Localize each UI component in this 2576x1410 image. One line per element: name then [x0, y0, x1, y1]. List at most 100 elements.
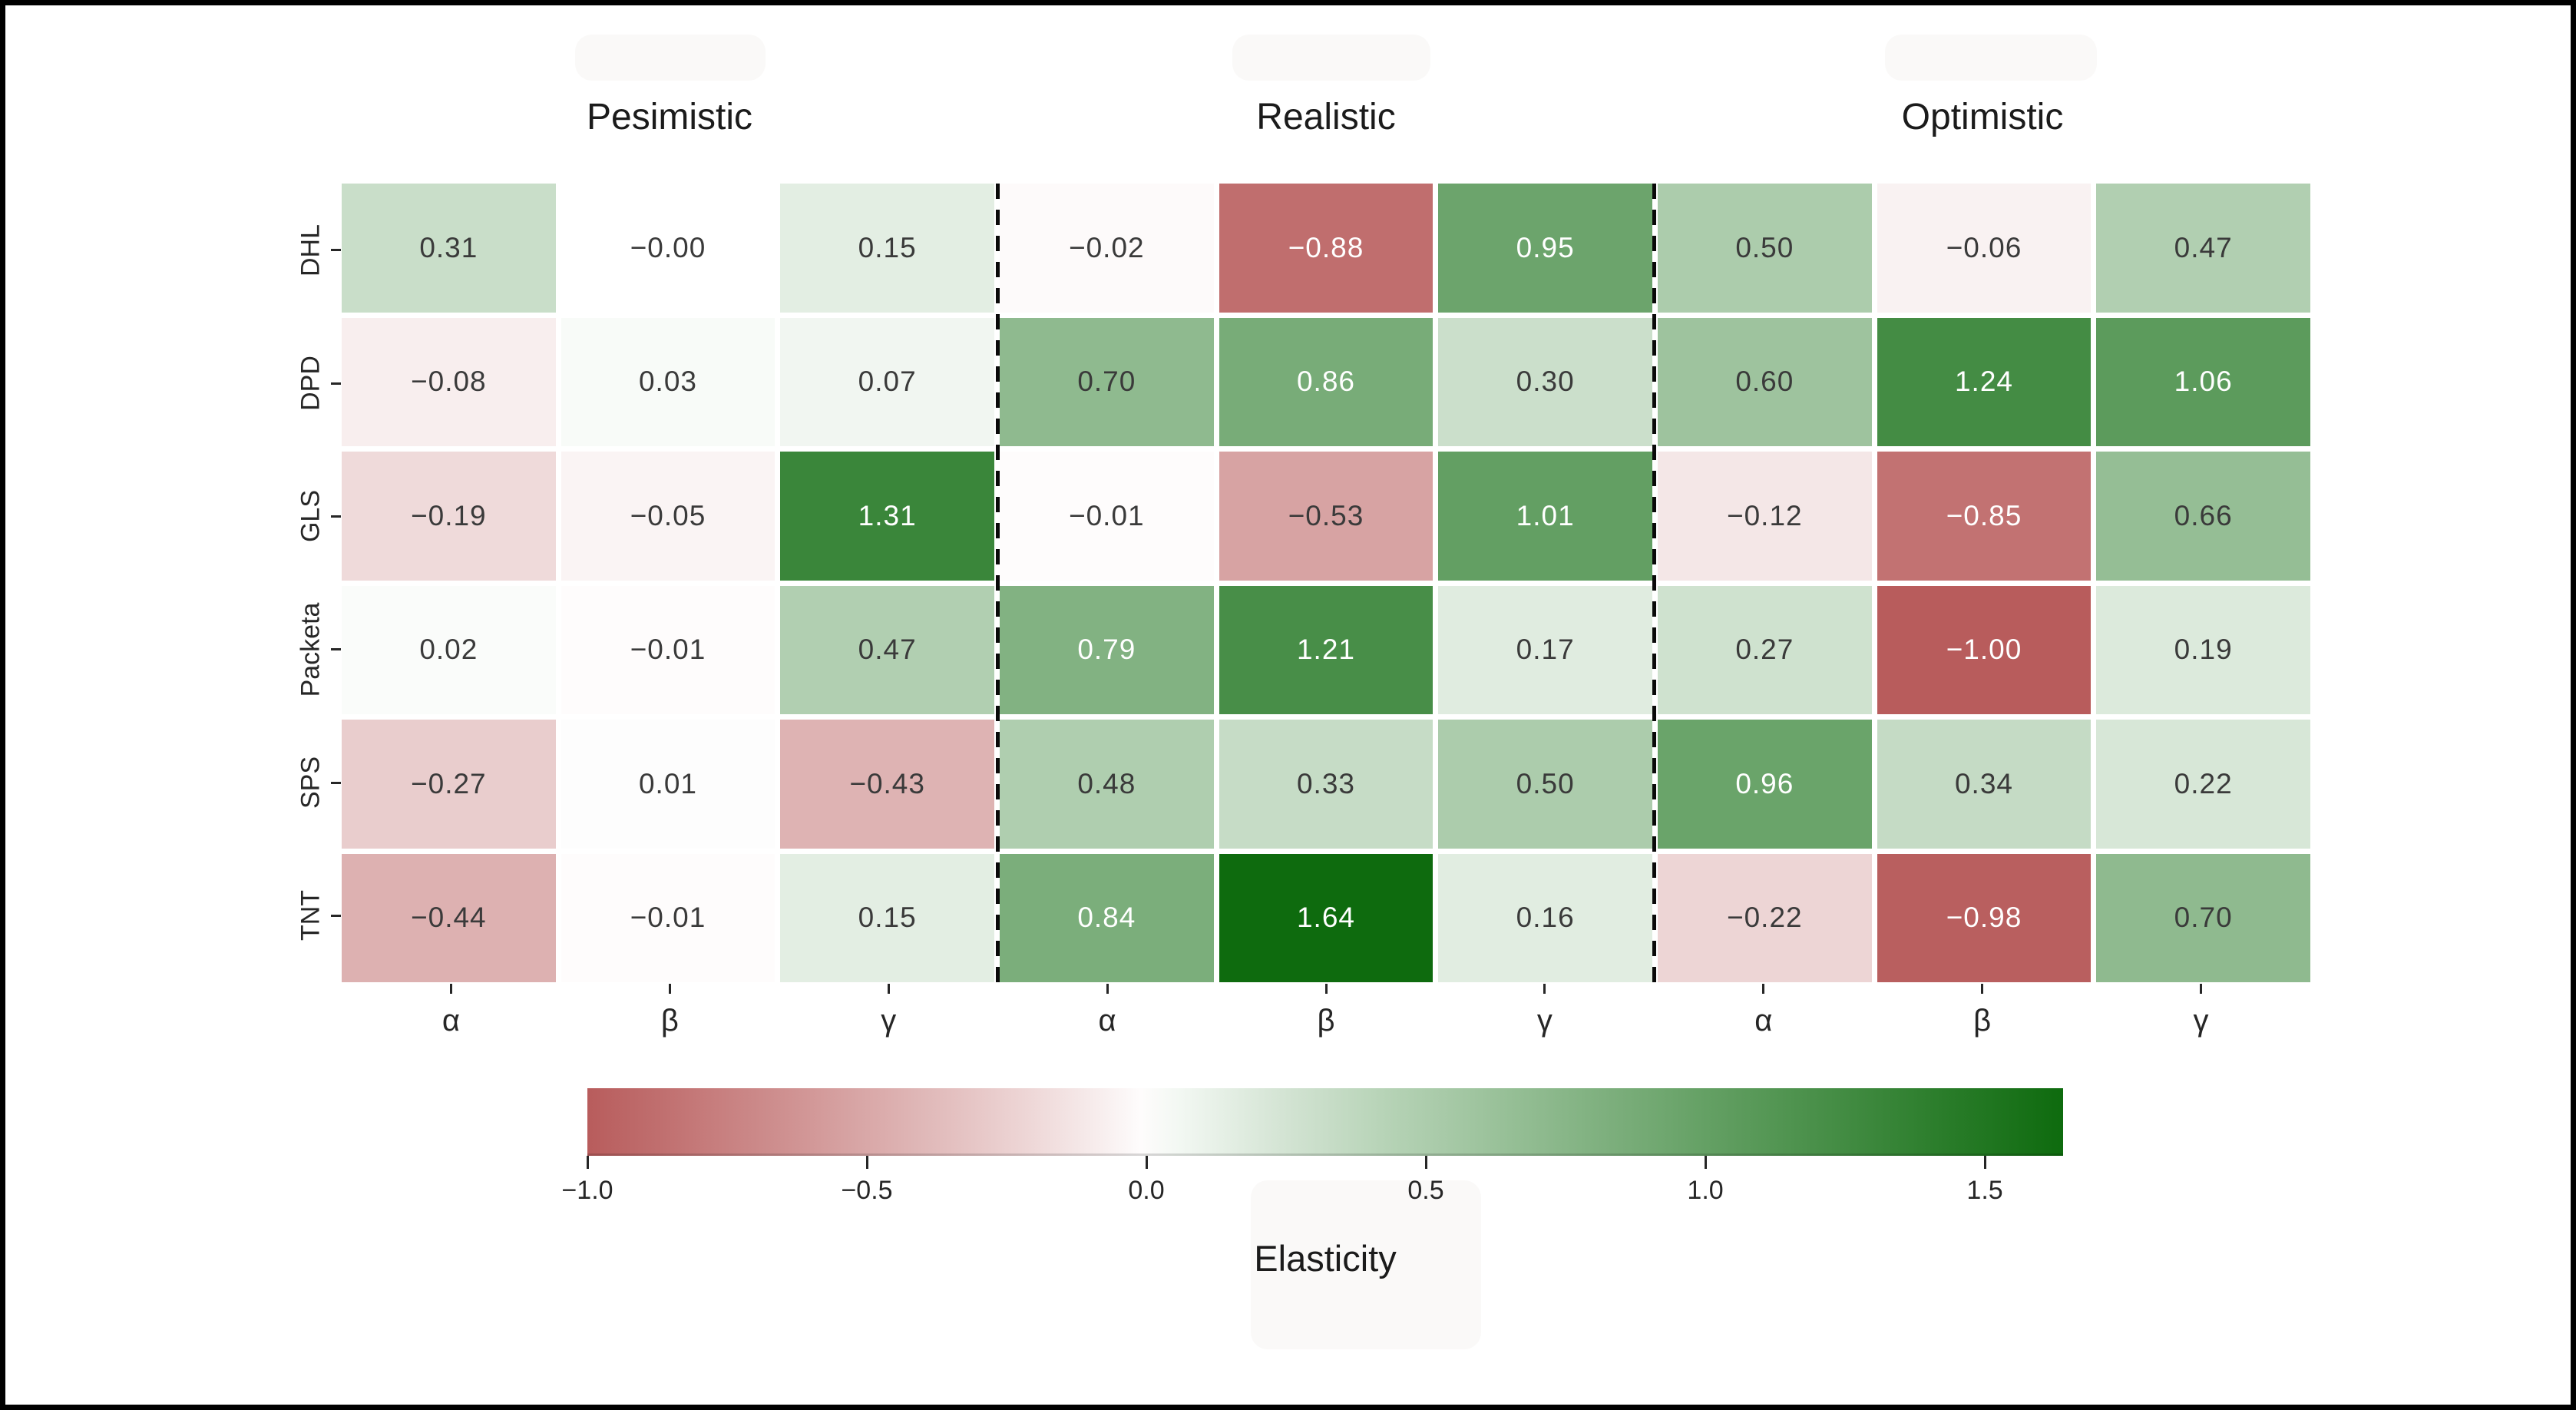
heatmap-cell: −0.44: [342, 853, 556, 982]
heatmap-cell: −0.88: [1219, 184, 1433, 313]
colorbar-tick: [1145, 1156, 1148, 1169]
heatmap-cell: −0.06: [1877, 184, 2092, 313]
y-axis-tick: [331, 648, 341, 651]
colorbar-tick-label: −1.0: [561, 1176, 613, 1205]
group-title-realistic: Realistic: [1256, 97, 1396, 137]
col-label-group1: α: [441, 1004, 460, 1038]
colorbar-tick-label: 0.0: [1128, 1176, 1165, 1205]
x-axis-tick: [1106, 984, 1109, 994]
background-smudge: [1885, 35, 2097, 81]
heatmap-cell: −0.01: [561, 853, 775, 982]
x-axis-tick: [1543, 984, 1546, 994]
colorbar-tick-label: −0.5: [841, 1176, 893, 1205]
heatmap-cell: 0.86: [1219, 317, 1433, 446]
heatmap-cell: 0.34: [1877, 720, 2092, 849]
heatmap-cell: 0.15: [780, 853, 994, 982]
y-axis-tick: [331, 249, 341, 252]
heatmap-cell: −0.00: [561, 184, 775, 313]
heatmap-cell: 0.47: [780, 585, 994, 714]
heatmap-cell: 0.48: [999, 720, 1214, 849]
heatmap-cell: 0.22: [2096, 720, 2310, 849]
colorbar-tick-label: 1.5: [1966, 1176, 2003, 1205]
heatmap-cell: −0.22: [1657, 853, 1872, 982]
heatmap-cell: 1.06: [2096, 317, 2310, 446]
heatmap-cell: −0.27: [342, 720, 556, 849]
heatmap-cell: 0.50: [1438, 720, 1652, 849]
heatmap-cell: 1.01: [1438, 452, 1652, 581]
col-label-group2: β: [1317, 1004, 1335, 1038]
heatmap-cell: −0.85: [1877, 452, 2092, 581]
heatmap-cell: 0.60: [1657, 317, 1872, 446]
col-label-group3: α: [1754, 1004, 1773, 1038]
x-axis-tick: [2200, 984, 2203, 994]
x-axis-tick: [1324, 984, 1328, 994]
row-label-packeta: Packeta: [296, 602, 326, 697]
heatmap-cell: −0.12: [1657, 452, 1872, 581]
group-title-optimistic: Optimistic: [1901, 97, 2064, 137]
heatmap-cell: 0.19: [2096, 585, 2310, 714]
x-axis-tick: [887, 984, 890, 994]
colorbar-tick: [586, 1156, 589, 1169]
row-label-sps: SPS: [296, 756, 326, 809]
background-smudge: [575, 35, 766, 81]
heatmap-cell: −1.00: [1877, 585, 2092, 714]
heatmap-cell: 1.24: [1877, 317, 2092, 446]
heatmap-cell: 0.15: [780, 184, 994, 313]
colorbar-tick: [865, 1156, 868, 1169]
colorbar-tick: [1424, 1156, 1427, 1169]
group-title-pesimistic: Pesimistic: [586, 97, 753, 137]
col-label-group2: α: [1098, 1004, 1116, 1038]
heatmap-cell: 0.96: [1657, 720, 1872, 849]
heatmap-cell: −0.02: [999, 184, 1214, 313]
col-label-group3: γ: [2193, 1004, 2209, 1038]
heatmap-grid: 0.31 −0.00 0.15 −0.02 −0.88 0.95 0.50 −0.06 0.47…: [342, 184, 2310, 982]
heatmap-cell: 0.30: [1438, 317, 1652, 446]
heatmap-cell: −0.98: [1877, 853, 2092, 982]
heatmap-cell: 0.33: [1219, 720, 1433, 849]
heatmap-cell: 0.79: [999, 585, 1214, 714]
heatmap-cell: 0.95: [1438, 184, 1652, 313]
row-label-dhl: DHL: [296, 223, 326, 276]
heatmap-cell: 0.16: [1438, 853, 1652, 982]
heatmap-cell: 0.50: [1657, 184, 1872, 313]
heatmap-cell: 0.70: [999, 317, 1214, 446]
heatmap-cell: −0.01: [999, 452, 1214, 581]
x-axis-tick: [449, 984, 452, 994]
heatmap-cell: −0.05: [561, 452, 775, 581]
row-label-gls: GLS: [296, 490, 326, 543]
heatmap-cell: 0.02: [342, 585, 556, 714]
heatmap-cell: −0.08: [342, 317, 556, 446]
colorbar-tick: [1704, 1156, 1707, 1169]
background-smudge: [1251, 1180, 1481, 1349]
heatmap-cell: 0.47: [2096, 184, 2310, 313]
heatmap-cell: 0.31: [342, 184, 556, 313]
heatmap-cell: 0.84: [999, 853, 1214, 982]
row-label-tnt: TNT: [296, 890, 326, 942]
heatmap-cell: −0.19: [342, 452, 556, 581]
heatmap-cell: 0.01: [561, 720, 775, 849]
colorbar-tick-label: 1.0: [1687, 1176, 1724, 1205]
heatmap-cell: −0.53: [1219, 452, 1433, 581]
col-label-group1: γ: [881, 1004, 897, 1038]
x-axis-tick: [668, 984, 671, 994]
heatmap-cell: 0.17: [1438, 585, 1652, 714]
col-label-group2: γ: [1536, 1004, 1553, 1038]
x-axis-tick: [1981, 984, 1984, 994]
colorbar-tick: [1983, 1156, 1986, 1169]
col-label-group1: β: [660, 1004, 679, 1038]
heatmap-cell: 0.03: [561, 317, 775, 446]
group-separator-line: [1652, 184, 1656, 982]
heatmap-cell: 1.21: [1219, 585, 1433, 714]
heatmap-cell: −0.43: [780, 720, 994, 849]
colorbar-axis-label: Elasticity: [1254, 1238, 1397, 1279]
y-axis-tick: [331, 781, 341, 784]
y-axis-tick: [331, 515, 341, 518]
colorbar-gradient: [587, 1088, 2063, 1156]
colorbar-tick-label: 0.5: [1407, 1176, 1444, 1205]
heatmap-cell: 0.27: [1657, 585, 1872, 714]
heatmap-cell: 0.07: [780, 317, 994, 446]
heatmap-cell: 1.31: [780, 452, 994, 581]
col-label-group3: β: [1973, 1004, 1992, 1038]
heatmap-cell: 1.64: [1219, 853, 1433, 982]
